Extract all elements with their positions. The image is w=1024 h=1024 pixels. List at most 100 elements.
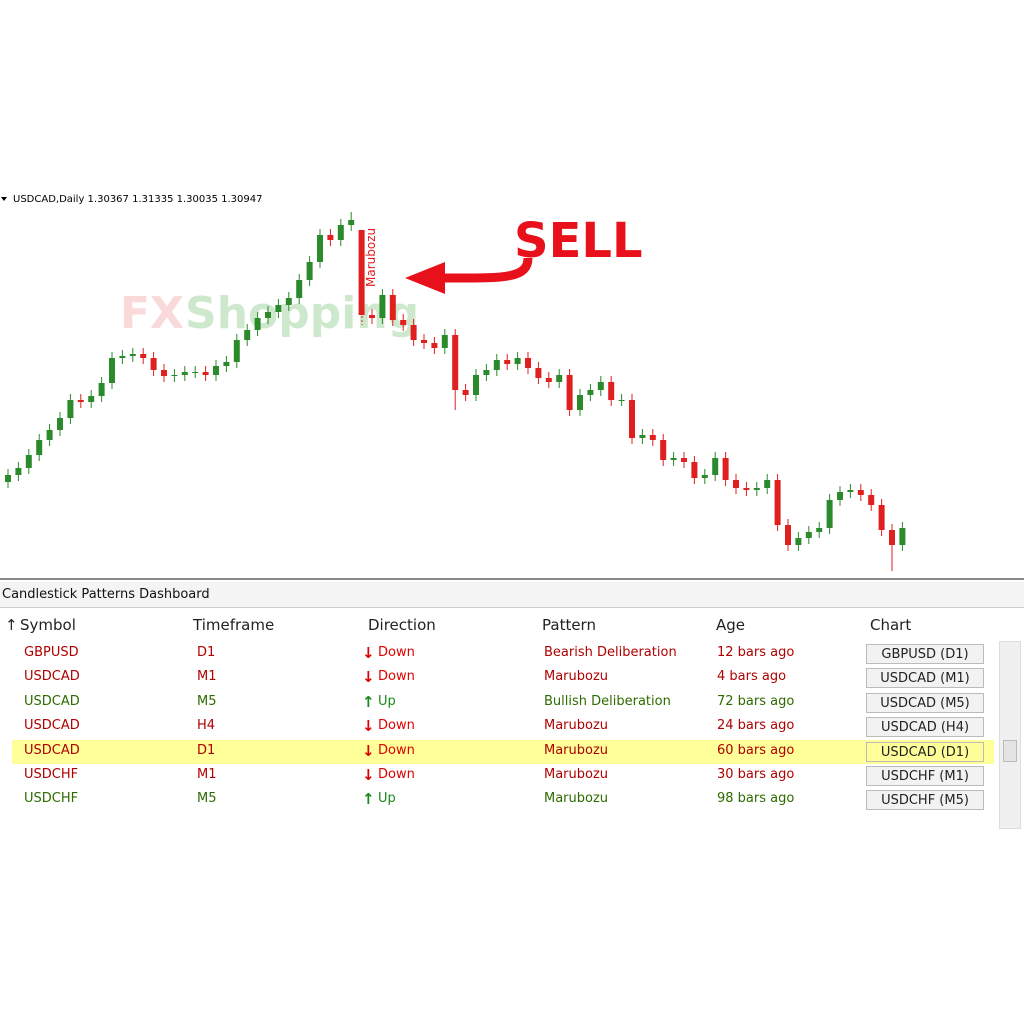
age: 12 bars ago (717, 645, 795, 660)
symbol: USDCHF (24, 767, 79, 782)
timeframe: M5 (197, 791, 217, 807)
age: 30 bars ago (717, 767, 795, 782)
timeframe: D1 (197, 742, 216, 758)
candle-body (327, 235, 334, 240)
chart-button[interactable]: USDCHF (M1) (866, 766, 984, 786)
candle-body (317, 235, 323, 262)
direction: Down (378, 767, 415, 782)
chart-button[interactable]: USDCAD (M1) (866, 668, 984, 689)
scroll-thumb[interactable] (1003, 740, 1017, 762)
chart-button[interactable]: USDCHF (M5) (866, 790, 984, 811)
age: 98 bars ago (717, 791, 795, 807)
sort-indicator: ↑ (5, 616, 18, 634)
candle-body (545, 378, 552, 382)
pattern-label: Marubozu (364, 228, 378, 287)
candle-body (660, 440, 667, 460)
candle-body (306, 262, 313, 280)
candle-body (857, 490, 864, 495)
direction: Down (378, 718, 415, 734)
candle-body (202, 372, 209, 375)
direction-arrow: ↓ (362, 766, 375, 784)
timeframe: M1 (197, 669, 217, 685)
candle-body (525, 358, 531, 368)
pattern: Marubozu (544, 669, 609, 685)
symbol: USDCAD (24, 693, 80, 709)
candle-body (265, 312, 271, 318)
watermark: FX (120, 288, 184, 339)
pattern: Marubozu (544, 767, 609, 782)
candle-body (535, 368, 542, 378)
candle-body (5, 475, 11, 482)
panel-title: Candlestick Patterns Dashboard (2, 587, 210, 602)
column-header[interactable]: Pattern (542, 616, 596, 634)
age: 60 bars ago (717, 742, 795, 758)
chart-header: USDCAD,Daily 1.30367 1.31335 1.30035 1.3… (13, 194, 263, 205)
chart-button[interactable]: USDCAD (M5) (866, 692, 984, 713)
candle-body (400, 320, 407, 325)
candle-body (192, 372, 199, 373)
column-header[interactable]: Age (716, 616, 746, 634)
candle-body (337, 225, 344, 240)
candle-body (181, 372, 188, 375)
candle-body (285, 298, 292, 305)
scrollbar[interactable] (999, 641, 1021, 829)
candle-body (452, 335, 459, 390)
column-header[interactable]: Chart (870, 616, 912, 634)
column-header[interactable]: Timeframe (193, 616, 275, 634)
candle-body (483, 370, 490, 375)
timeframe: D1 (197, 645, 216, 660)
chart-button[interactable]: GBPUSD (D1) (866, 644, 984, 664)
column-header[interactable]: Direction (368, 616, 436, 634)
symbol: USDCAD (24, 718, 80, 734)
symbol: GBPUSD (24, 645, 79, 660)
chart-button[interactable]: USDCAD (D1) (866, 741, 984, 762)
candle-body (629, 400, 635, 438)
chart-button[interactable]: USDCAD (H4) (866, 717, 984, 738)
direction-arrow: ↓ (362, 644, 375, 662)
candle-body (98, 383, 105, 396)
candle-body (816, 528, 823, 532)
candle-body (608, 382, 615, 400)
pattern: Bearish Deliberation (544, 645, 677, 660)
candle-body (473, 375, 479, 395)
price-chart: USDCAD,Daily 1.30367 1.31335 1.30035 1.3… (1, 194, 906, 571)
direction-arrow: ↑ (362, 692, 375, 711)
candle-body (348, 220, 355, 225)
candle-body (587, 390, 594, 395)
symbol: USDCAD (24, 742, 80, 758)
candle-body (275, 305, 282, 312)
candle-body (77, 400, 84, 402)
age: 4 bars ago (717, 669, 787, 685)
candle-body (57, 418, 63, 430)
candle-body (774, 480, 781, 525)
candle-body (889, 530, 895, 545)
direction: Up (378, 791, 396, 807)
candle-body (129, 354, 136, 356)
candle-body (681, 458, 687, 462)
candle-body (15, 468, 22, 475)
candle-body (421, 340, 427, 343)
direction-arrow: ↓ (362, 668, 375, 687)
age: 24 bars ago (717, 718, 795, 734)
signal-arrow (439, 257, 533, 283)
candle-body (805, 532, 812, 538)
candle-body (379, 295, 386, 318)
candle-body (389, 295, 396, 320)
candle-body (462, 390, 469, 395)
candle-body (171, 375, 178, 376)
candle-body (88, 396, 95, 402)
pattern: Bullish Deliberation (544, 693, 671, 709)
timeframe: M1 (197, 767, 217, 782)
column-header[interactable]: Symbol (20, 616, 76, 634)
candle-body (785, 525, 791, 545)
candle-body (67, 400, 74, 418)
candle-body (639, 435, 646, 438)
candle-body (597, 382, 604, 390)
signal-label: SELL (514, 213, 643, 269)
candle-body (244, 330, 251, 340)
candle-body (847, 490, 854, 492)
timeframe: H4 (197, 718, 216, 734)
candle-body (566, 375, 573, 410)
candle-body (670, 458, 677, 460)
